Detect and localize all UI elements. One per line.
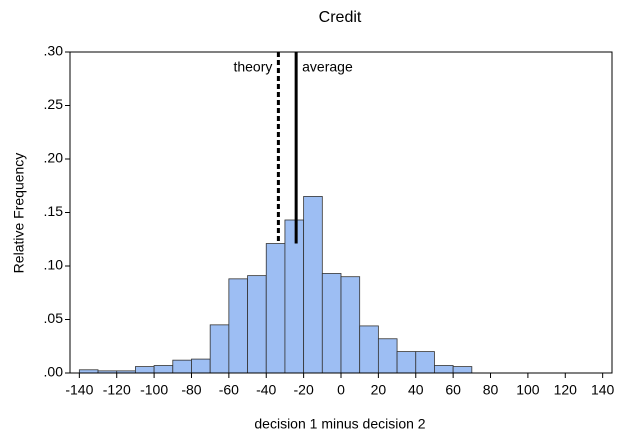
x-tick-label: -20 xyxy=(294,382,314,398)
x-tick-label: 40 xyxy=(408,382,424,398)
bar xyxy=(172,359,192,374)
x-tick-label: -40 xyxy=(256,382,276,398)
bar xyxy=(135,366,155,374)
bar xyxy=(396,351,417,374)
plot-frame xyxy=(69,51,613,374)
bar xyxy=(340,276,361,374)
x-tick-label: 20 xyxy=(371,382,387,398)
x-tick-label: -60 xyxy=(219,382,239,398)
annotation-label: average xyxy=(302,59,353,75)
bar xyxy=(284,219,305,374)
bar xyxy=(359,325,379,374)
y-tick-label: .05 xyxy=(44,310,64,326)
bar xyxy=(303,196,323,374)
bar xyxy=(321,273,342,374)
bar xyxy=(153,365,174,374)
x-tick-label: -120 xyxy=(103,382,131,398)
bar xyxy=(247,275,267,374)
y-tick-label: .20 xyxy=(44,150,64,166)
bar xyxy=(434,365,454,374)
bar xyxy=(452,366,473,374)
x-tick-label: 60 xyxy=(445,382,461,398)
x-tick-label: -100 xyxy=(140,382,168,398)
y-tick-label: .30 xyxy=(44,43,64,59)
x-tick-label: -80 xyxy=(181,382,201,398)
x-tick-label: 100 xyxy=(516,382,540,398)
bar xyxy=(377,338,398,374)
annotation-label: theory xyxy=(233,59,272,75)
y-tick-label: .25 xyxy=(44,96,64,112)
x-tick-label: 0 xyxy=(337,382,345,398)
y-tick-label: .00 xyxy=(44,364,64,380)
chart-title: Credit xyxy=(319,9,362,26)
x-tick-label: 80 xyxy=(483,382,499,398)
bar xyxy=(265,243,286,374)
y-axis-label: Relative Frequency xyxy=(11,153,27,274)
x-axis-label: decision 1 minus decision 2 xyxy=(254,416,425,432)
bar xyxy=(191,358,211,374)
bar xyxy=(209,324,230,374)
x-tick-label: -140 xyxy=(65,382,93,398)
bar xyxy=(228,278,248,374)
x-tick-label: 140 xyxy=(591,382,615,398)
x-tick-label: 120 xyxy=(554,382,578,398)
y-tick-label: .15 xyxy=(44,203,64,219)
bar xyxy=(415,351,435,374)
y-tick-label: .10 xyxy=(44,257,64,273)
